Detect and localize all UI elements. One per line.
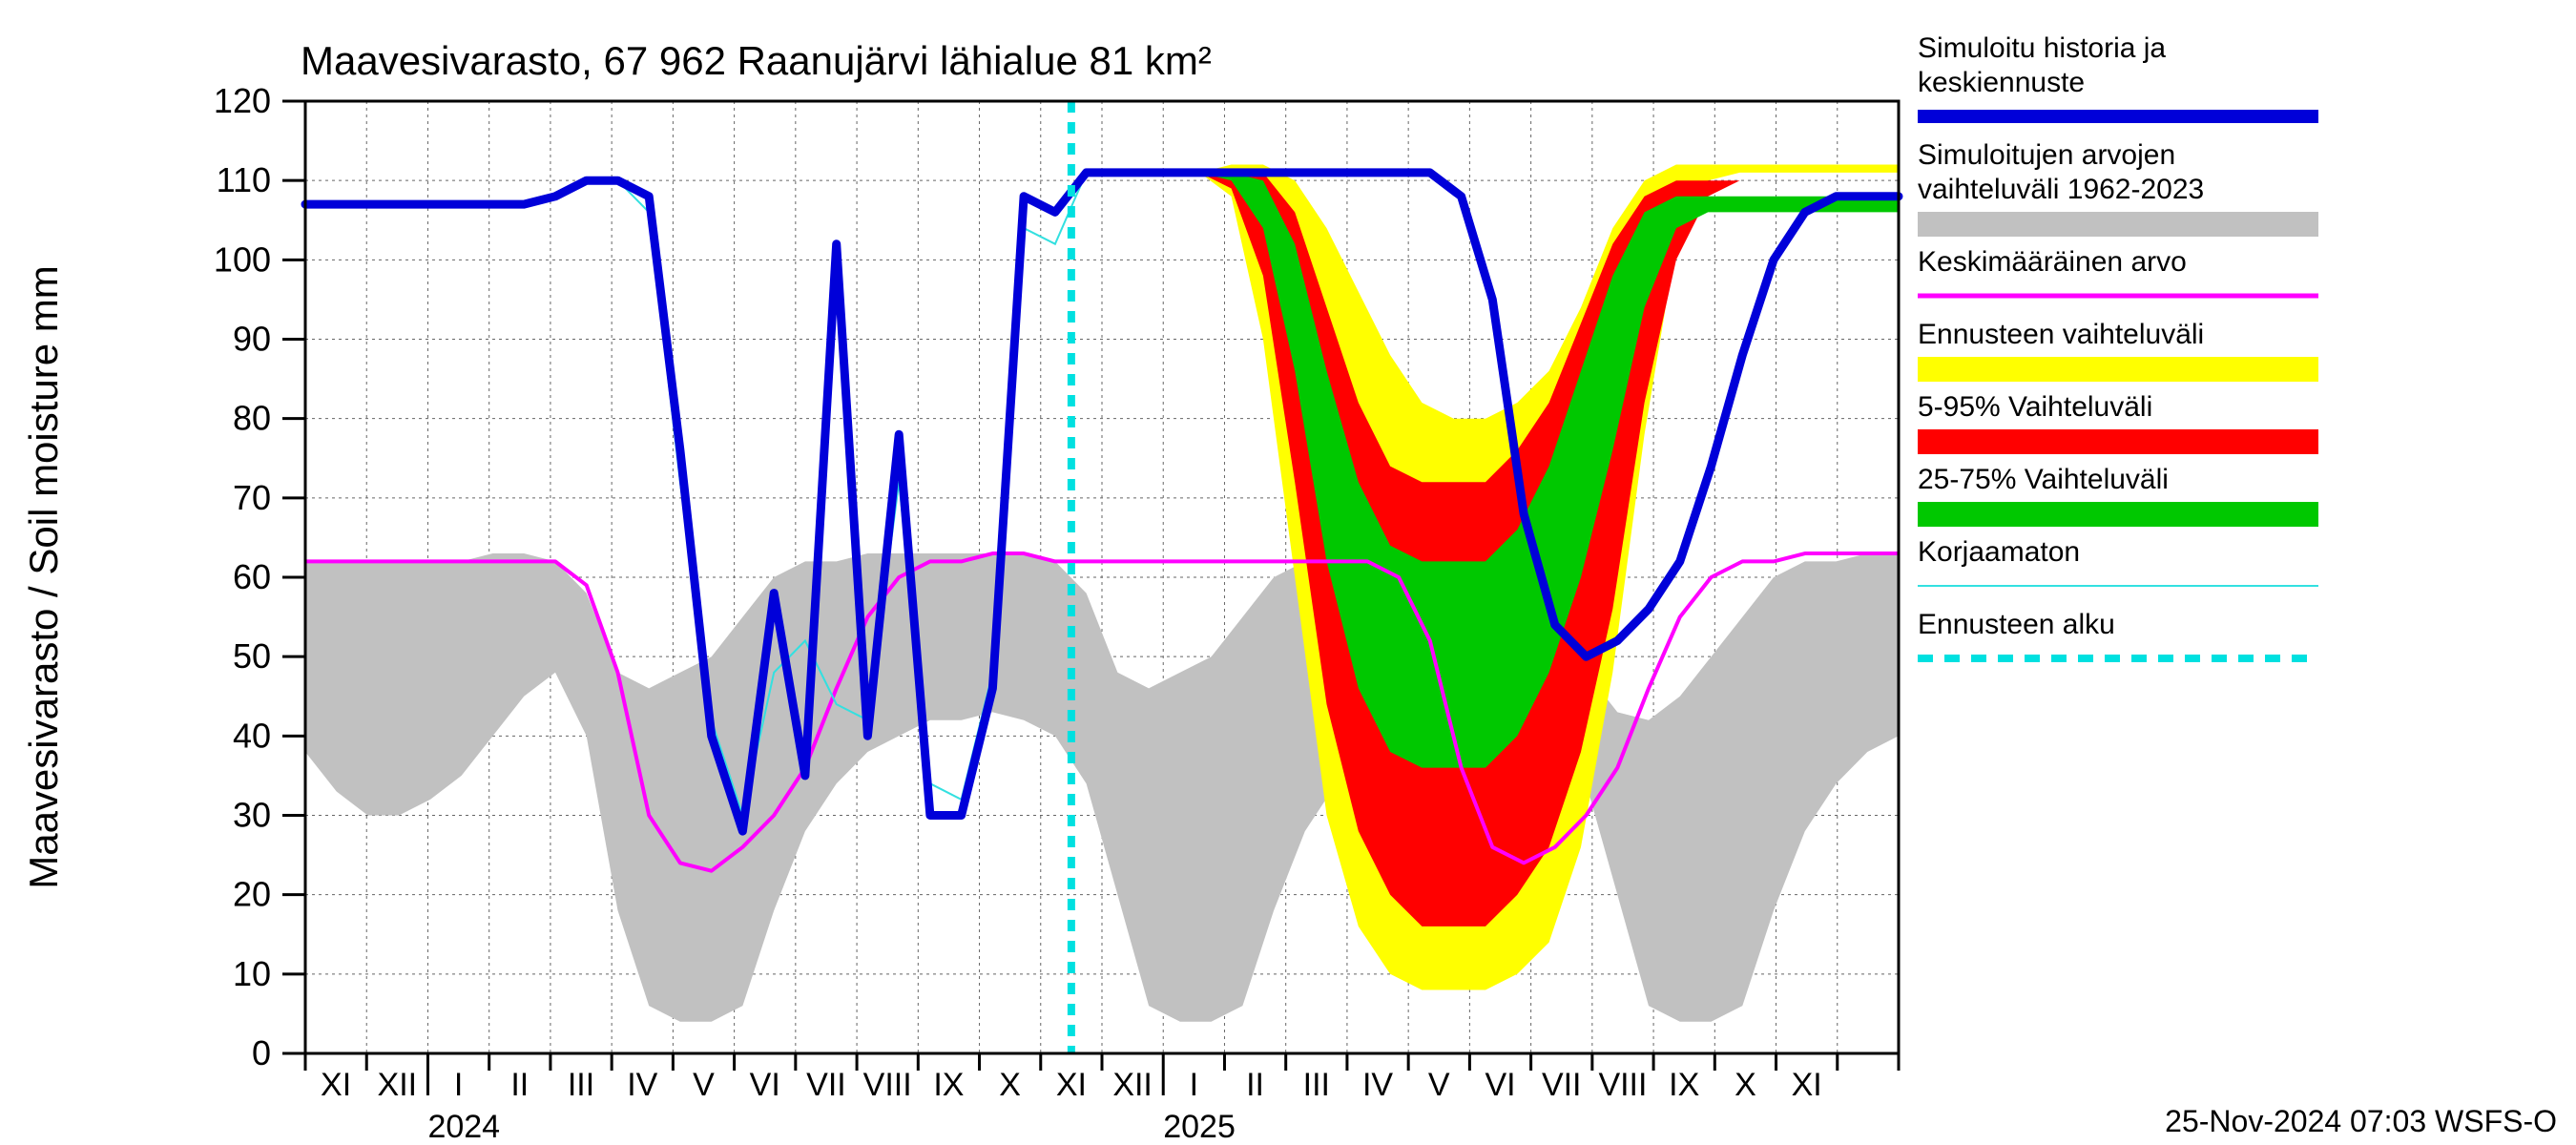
xtick-month: XII — [1112, 1067, 1153, 1103]
ytick-label: 40 — [233, 716, 271, 755]
legend-label: 5-95% Vaihteluväli — [1918, 391, 2152, 423]
y-axis-label: Maavesivarasto / Soil moisture mm — [21, 265, 66, 889]
legend-label: Simuloitujen arvojen — [1918, 139, 2175, 171]
legend-label: Keskimääräinen arvo — [1918, 246, 2187, 278]
legend-label: keskiennuste — [1918, 67, 2085, 98]
xtick-month: III — [568, 1067, 594, 1103]
xtick-month: XII — [378, 1067, 418, 1103]
xtick-month: IX — [1669, 1067, 1699, 1103]
xtick-month: IV — [627, 1067, 657, 1103]
soil-moisture-chart: 0102030405060708090100110120XIXIIIIIIIII… — [0, 0, 2576, 1145]
xtick-month: I — [454, 1067, 463, 1103]
legend-label: Ennusteen alku — [1918, 609, 2115, 640]
ytick-label: 90 — [233, 320, 271, 359]
xtick-year: 2025 — [1163, 1109, 1236, 1145]
ytick-label: 10 — [233, 954, 271, 993]
xtick-month: V — [1428, 1067, 1450, 1103]
legend-label: Simuloitu historia ja — [1918, 32, 2166, 64]
xtick-month: VIII — [1598, 1067, 1647, 1103]
legend-label: vaihteluväli 1962-2023 — [1918, 174, 2204, 205]
xtick-month: VII — [806, 1067, 846, 1103]
xtick-year: 2024 — [427, 1109, 500, 1145]
legend-swatch — [1918, 429, 2318, 454]
xtick-month: VI — [750, 1067, 780, 1103]
ytick-label: 80 — [233, 399, 271, 438]
xtick-month: X — [1735, 1067, 1756, 1103]
ytick-label: 110 — [217, 160, 271, 199]
chart-title: Maavesivarasto, 67 962 Raanujärvi lähial… — [301, 38, 1212, 83]
xtick-month: I — [1190, 1067, 1198, 1103]
ytick-label: 0 — [252, 1033, 271, 1072]
ytick-label: 30 — [233, 796, 271, 835]
ytick-label: 100 — [214, 239, 271, 279]
xtick-month: VIII — [863, 1067, 912, 1103]
footer-timestamp: 25-Nov-2024 07:03 WSFS-O — [2165, 1104, 2557, 1138]
ytick-label: 50 — [233, 636, 271, 676]
legend-swatch — [1918, 212, 2318, 237]
legend-label: Ennusteen vaihteluväli — [1918, 319, 2204, 350]
xtick-month: II — [1246, 1067, 1264, 1103]
legend-label: Korjaamaton — [1918, 536, 2080, 568]
xtick-month: VI — [1485, 1067, 1515, 1103]
xtick-month: IX — [933, 1067, 964, 1103]
xtick-month: IV — [1362, 1067, 1393, 1103]
legend-swatch — [1918, 357, 2318, 382]
xtick-month: XI — [1792, 1067, 1822, 1103]
xtick-month: XI — [321, 1067, 351, 1103]
ytick-label: 70 — [233, 478, 271, 517]
ytick-label: 120 — [214, 81, 271, 120]
xtick-month: XI — [1056, 1067, 1087, 1103]
xtick-month: X — [999, 1067, 1021, 1103]
xtick-month: V — [693, 1067, 715, 1103]
ytick-label: 60 — [233, 557, 271, 596]
xtick-month: III — [1303, 1067, 1330, 1103]
legend-label: 25-75% Vaihteluväli — [1918, 464, 2169, 495]
xtick-month: VII — [1542, 1067, 1582, 1103]
ytick-label: 20 — [233, 875, 271, 914]
legend-swatch — [1918, 502, 2318, 527]
xtick-month: II — [510, 1067, 529, 1103]
